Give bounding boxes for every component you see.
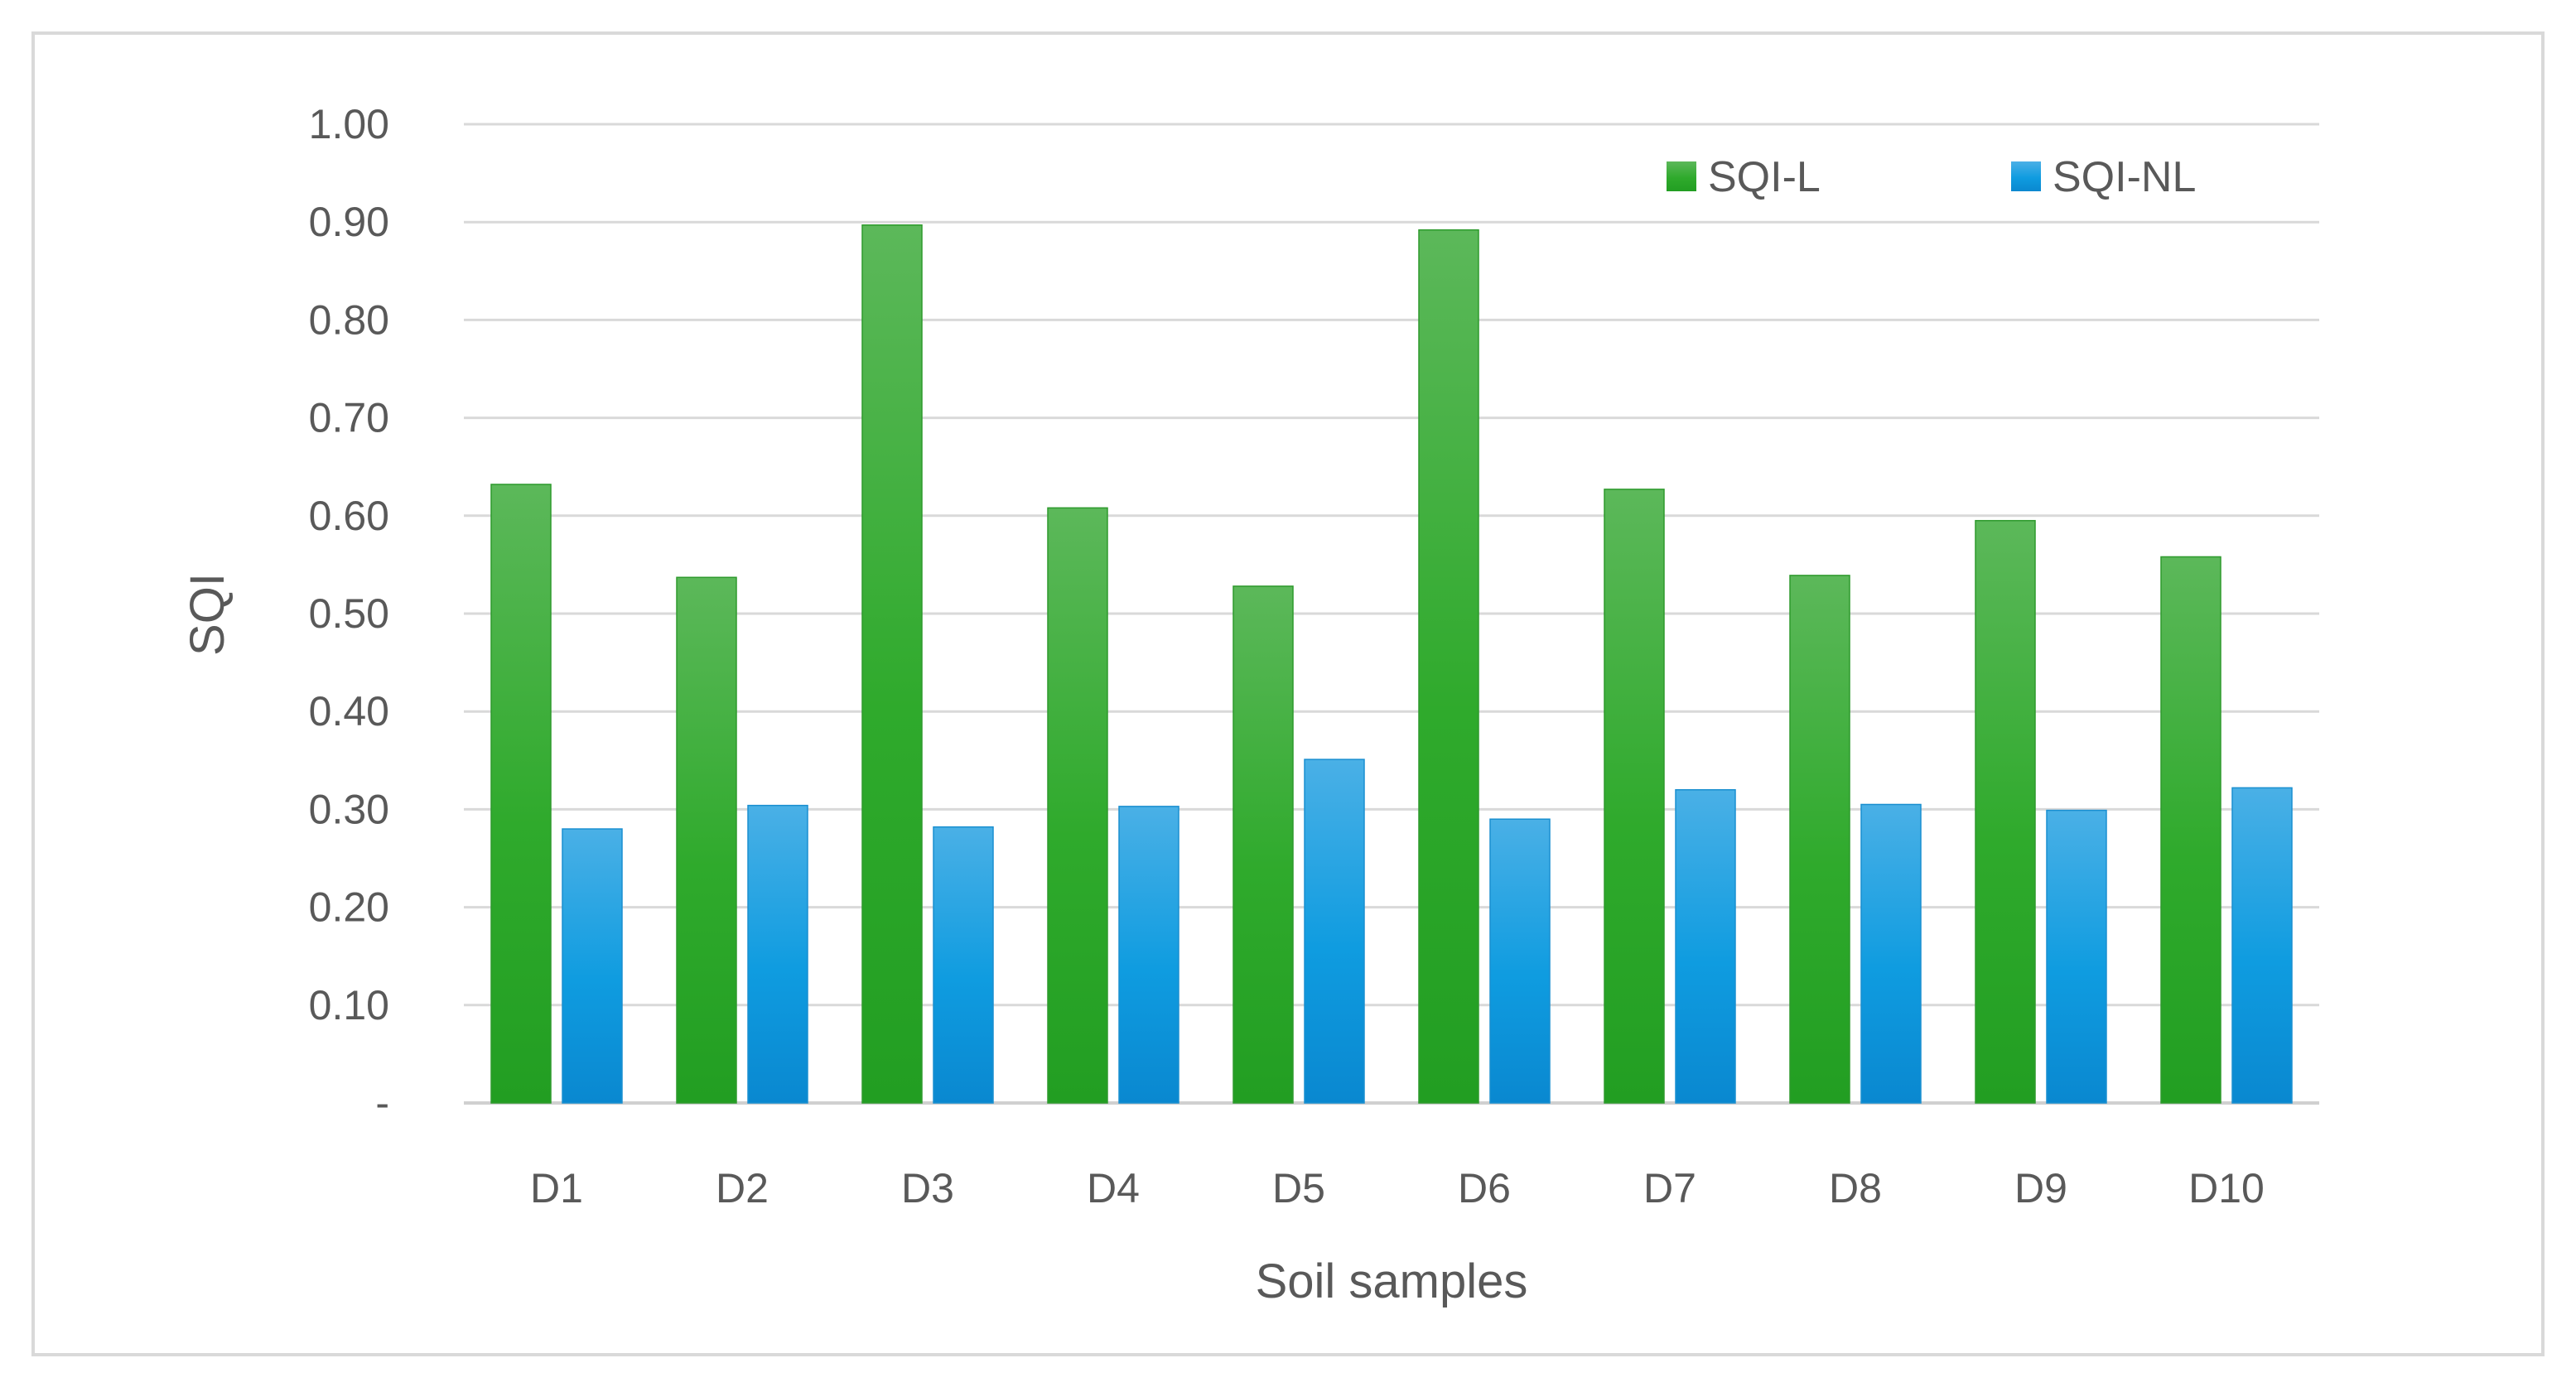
y-tick-label: 0.20 xyxy=(309,884,389,931)
x-tick-label: D7 xyxy=(1643,1165,1696,1211)
bar-sqi-l-d4 xyxy=(1047,507,1108,1104)
bar-sqi-l-d3 xyxy=(861,224,923,1104)
y-tick-label: 0.50 xyxy=(309,590,389,637)
x-tick-label: D9 xyxy=(2014,1165,2067,1211)
legend-swatch-sqi-nl xyxy=(2011,161,2041,191)
bars xyxy=(490,224,2293,1104)
bar-sqi-nl-d6 xyxy=(1489,818,1551,1104)
y-tick-label: 0.10 xyxy=(309,982,389,1028)
legend: SQI-L SQI-NL xyxy=(1667,153,2196,201)
bar-sqi-l-d1 xyxy=(490,484,552,1104)
y-tick-label: 0.90 xyxy=(309,199,389,245)
bar-sqi-l-d2 xyxy=(676,576,737,1104)
legend-label-sqi-l: SQI-L xyxy=(1708,153,1821,201)
bar-sqi-l-d5 xyxy=(1233,585,1294,1104)
bar-sqi-nl-d10 xyxy=(2231,787,2293,1104)
x-tick-label: D10 xyxy=(2188,1165,2265,1211)
y-tick-label: 0.80 xyxy=(309,296,389,343)
y-tick-label: 0.30 xyxy=(309,786,389,832)
bar-sqi-nl-d4 xyxy=(1118,806,1179,1104)
bar-sqi-l-d10 xyxy=(2160,556,2221,1104)
x-axis-title: Soil samples xyxy=(1256,1255,1528,1308)
x-tick-label: D3 xyxy=(901,1165,954,1211)
x-tick-label: D2 xyxy=(716,1165,769,1211)
y-tick-label: 1.00 xyxy=(309,101,389,147)
bar-sqi-l-d6 xyxy=(1418,229,1479,1104)
bar-sqi-nl-d1 xyxy=(562,828,623,1104)
legend-swatch-sqi-l xyxy=(1667,161,1696,191)
legend-label-sqi-nl: SQI-NL xyxy=(2053,153,2196,201)
x-tick-label: D1 xyxy=(530,1165,583,1211)
gridlines xyxy=(464,123,2319,1105)
y-tick-label: 0.40 xyxy=(309,688,389,734)
x-tick-label: D4 xyxy=(1087,1165,1140,1211)
y-axis-ticks: - 0.10 0.20 0.30 0.40 0.50 0.60 0.70 0.80 0.90 1.0… xyxy=(309,101,389,1126)
y-tick-label: - xyxy=(375,1080,389,1126)
y-tick-label: 0.70 xyxy=(309,395,389,441)
bar-sqi-l-d8 xyxy=(1789,575,1850,1104)
bar-sqi-nl-d3 xyxy=(933,826,994,1104)
bar-sqi-nl-d7 xyxy=(1675,789,1736,1104)
bar-sqi-nl-d5 xyxy=(1304,759,1365,1104)
x-tick-label: D6 xyxy=(1458,1165,1511,1211)
bar-sqi-l-d7 xyxy=(1604,489,1665,1104)
y-axis-title: SQI xyxy=(181,573,234,656)
bar-sqi-nl-d8 xyxy=(1860,803,1922,1104)
bar-sqi-nl-d2 xyxy=(747,804,808,1104)
bar-sqi-l-d9 xyxy=(1975,519,2036,1104)
x-axis-ticks: D1 D2 D3 D4 D5 D6 D7 D8 D9 D10 xyxy=(530,1165,2265,1211)
x-tick-label: D5 xyxy=(1272,1165,1325,1211)
x-tick-label: D8 xyxy=(1829,1165,1882,1211)
y-tick-label: 0.60 xyxy=(309,493,389,539)
bar-sqi-nl-d9 xyxy=(2046,809,2107,1104)
